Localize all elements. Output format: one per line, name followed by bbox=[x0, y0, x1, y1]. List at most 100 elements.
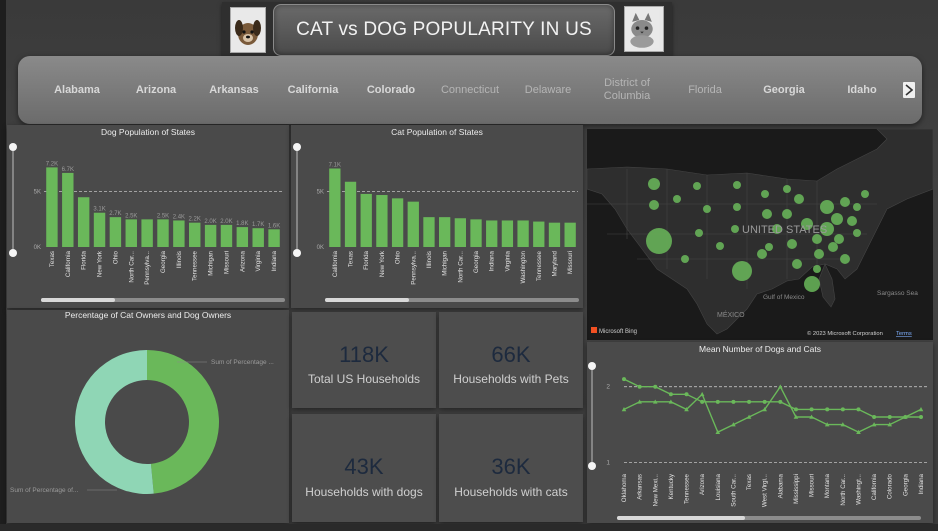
point-s1-new-mexi bbox=[653, 384, 658, 389]
map-terms-link[interactable]: Terms bbox=[896, 331, 912, 337]
bar-washington bbox=[517, 220, 529, 247]
point-s1-indiana bbox=[919, 415, 923, 419]
data-label-new-york: 3.1K bbox=[93, 207, 105, 213]
dog-chart-title: Dog Population of States bbox=[100, 127, 196, 137]
point-s2-arizona bbox=[699, 391, 705, 397]
bar-florida bbox=[77, 197, 90, 247]
point-s1-missouri bbox=[809, 407, 814, 412]
point-s2-north-car bbox=[840, 422, 846, 427]
x-tick-label-illinois: Illinois bbox=[176, 251, 183, 268]
us-map[interactable]: UNITED STATES Gulf of Mexico MÉXICO Sarg… bbox=[586, 128, 934, 340]
x-tick-label-mississippi: Mississippi bbox=[793, 474, 800, 504]
x-tick-label-west-virgi: West Virgi... bbox=[762, 474, 769, 507]
bar-california bbox=[62, 172, 74, 247]
x-tick-label-texas: Texas bbox=[49, 251, 56, 267]
slicer-item-arizona[interactable]: Arizona bbox=[135, 83, 177, 96]
slicer-item-delaware[interactable]: Delaware bbox=[524, 83, 572, 96]
y-tick-label: 1 bbox=[606, 459, 610, 466]
donut-slice-2 bbox=[75, 350, 154, 494]
bar-missouri bbox=[220, 224, 233, 247]
kpi-card-households-with-dogs: 43K Households with dogs bbox=[292, 414, 436, 522]
x-tick-label-kentucky: Kentucky bbox=[668, 473, 675, 499]
x-tick-label-pennsylva: Pennsylva... bbox=[144, 251, 151, 285]
point-s2-alabama bbox=[778, 384, 783, 389]
point-s1-arkansas bbox=[637, 384, 642, 389]
bar-michigan bbox=[439, 217, 451, 247]
kpi-total-households-label: Total US Households bbox=[307, 372, 421, 386]
bar-new-york bbox=[93, 212, 106, 247]
h-scrollbar-thumb bbox=[617, 516, 745, 520]
x-tick-label-texas: Texas bbox=[746, 474, 753, 490]
cat-chart-title: Cat Population of States bbox=[391, 127, 483, 137]
x-tick-label-indiana: Indiana bbox=[918, 473, 925, 494]
kpi-households-dogs-value: 43K bbox=[344, 454, 384, 479]
slicer-item-arkansas[interactable]: Arkansas bbox=[209, 83, 259, 96]
x-tick-label-florida: Florida bbox=[81, 250, 88, 269]
bar-missouri bbox=[564, 222, 576, 247]
kpi-households-cats-value: 36K bbox=[491, 454, 531, 479]
bar-texas bbox=[46, 167, 58, 247]
data-label-georgia: 2.5K bbox=[157, 213, 169, 219]
slicer-item-alabama[interactable]: Alabama bbox=[54, 83, 100, 96]
dashboard-title-box: CAT vs DOG POPULARITY IN US bbox=[273, 4, 615, 56]
point-s1-colorado bbox=[887, 415, 892, 419]
bar-virginia bbox=[252, 228, 264, 247]
point-s1-tennessee bbox=[684, 392, 689, 397]
bar-arizona bbox=[236, 227, 249, 247]
donut-legend-label-2: Sum of Percentage of... bbox=[10, 487, 78, 494]
kpi-card-households-with-pets: 66K Households with Pets bbox=[439, 312, 583, 408]
bar-texas bbox=[344, 181, 357, 247]
point-s2-montana bbox=[824, 422, 830, 427]
x-tick-label-pennsylva: Pennsylva... bbox=[410, 251, 417, 285]
bar-indiana bbox=[268, 229, 280, 247]
point-s2-georgia bbox=[903, 414, 908, 419]
x-tick-label-north-car: North Car... bbox=[840, 474, 847, 506]
map-label-sargasso: Sargasso Sea bbox=[877, 290, 918, 297]
donut-legend-label-1: Sum of Percentage ... bbox=[211, 359, 274, 366]
map-attribution: © 2023 Microsoft Corporation bbox=[807, 330, 883, 337]
cat-icon bbox=[624, 6, 664, 52]
x-tick-label-montana: Montana bbox=[824, 473, 831, 498]
x-tick-label-new-mexi: New Mexi... bbox=[652, 474, 659, 507]
bar-tennessee bbox=[533, 221, 545, 247]
slicer-item-idaho[interactable]: Idaho bbox=[847, 83, 877, 96]
x-tick-label-florida: Florida bbox=[363, 250, 370, 269]
x-tick-label-maryland: Maryland bbox=[551, 250, 558, 276]
x-tick-label-georgia: Georgia bbox=[473, 250, 480, 273]
donut-chart-title: Percentage of Cat Owners and Dog Owners bbox=[64, 310, 232, 320]
x-tick-label-north-car: North Car... bbox=[128, 251, 135, 283]
bar-maryland bbox=[548, 222, 561, 247]
mean-dogs-cats-panel: Mean Number of Dogs and Cats 1 2 Oklahoma A… bbox=[587, 342, 933, 523]
data-label-michigan: 2.0K bbox=[204, 219, 216, 225]
x-tick-label-michigan: Michigan bbox=[208, 250, 215, 275]
owners-percentage-panel: Percentage of Cat Owners and Dog Owners … bbox=[7, 310, 289, 523]
x-tick-label-missouri: Missouri bbox=[223, 251, 230, 274]
point-s2-west-virgi bbox=[762, 407, 767, 412]
map-label-mexico: MÉXICO bbox=[717, 310, 745, 319]
kpi-households-pets-value: 66K bbox=[491, 342, 531, 367]
chevron-right-icon[interactable] bbox=[903, 82, 915, 98]
slicer-item-connecticut[interactable]: Connecticut bbox=[440, 83, 500, 96]
point-s2-kentucky bbox=[668, 399, 674, 404]
point-s2-california bbox=[871, 422, 877, 427]
point-s2-texas bbox=[746, 414, 752, 419]
slicer-item-colorado[interactable]: Colorado bbox=[366, 83, 416, 96]
owners-donut-chart: Sum of Percentage ... Sum of Percentage o… bbox=[10, 350, 274, 494]
x-tick-label-ohio: Ohio bbox=[112, 250, 119, 264]
slicer-item-georgia[interactable]: Georgia bbox=[763, 83, 805, 96]
bing-logo-icon bbox=[591, 327, 597, 333]
slicer-item-florida[interactable]: Florida bbox=[688, 83, 722, 96]
point-s1-west-virgi bbox=[762, 399, 767, 404]
point-s1-louisiana bbox=[715, 399, 720, 404]
slicer-item-district-of-columbia[interactable]: District of Columbia bbox=[603, 77, 651, 102]
bar-georgia bbox=[470, 219, 482, 247]
slicer-item-california[interactable]: California bbox=[287, 83, 339, 96]
line-series-2 bbox=[623, 385, 922, 434]
x-tick-label-california: California bbox=[871, 473, 878, 500]
bar-indiana bbox=[486, 220, 498, 247]
bar-tennessee bbox=[189, 222, 201, 247]
map-canvas[interactable]: UNITED STATES Gulf of Mexico MÉXICO Sarg… bbox=[586, 128, 934, 340]
map-bing-label: Microsoft Bing bbox=[599, 329, 637, 335]
x-tick-label-washington: Washington bbox=[520, 250, 527, 283]
state-slicer[interactable]: Alabama Arizona Arkansas California Colo… bbox=[18, 56, 922, 124]
